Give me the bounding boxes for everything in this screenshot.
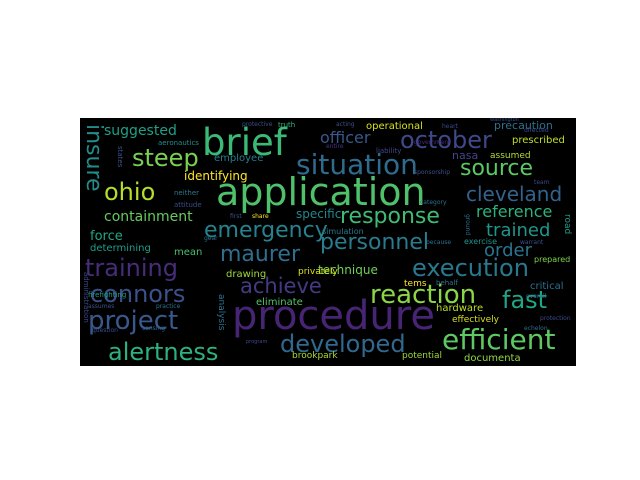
word-sponsorship: sponsorship [414, 169, 451, 176]
word-protective: protective [242, 121, 273, 128]
word-simulation: simulation [322, 227, 364, 236]
word-eliminate: eliminate [256, 297, 303, 308]
word-prescribed: prescribed [512, 135, 565, 146]
word-firefighting: firefighting [88, 291, 127, 299]
word-question: question [92, 327, 118, 334]
word-analysis: analysis [216, 294, 226, 331]
word-directed: directed [524, 127, 549, 134]
word-connors: connors [90, 280, 186, 308]
word-procedure: procedure [232, 293, 435, 339]
word-gear: gear [204, 235, 218, 242]
word-assumes: assumes [88, 303, 115, 310]
word-order: order [484, 240, 532, 261]
word-trained: trained [486, 220, 551, 241]
word-response: response [340, 204, 440, 229]
word-october: october [400, 126, 492, 154]
word-team: team [534, 179, 550, 186]
word-potential: potential [402, 351, 443, 361]
word-aeronautics: aeronautics [158, 139, 199, 147]
word-ohio: ohio [104, 178, 156, 206]
word-first: first [230, 213, 242, 220]
word-officer: officer [320, 128, 371, 147]
word-maurer: maurer [220, 242, 300, 267]
word-alertness: alertness [108, 338, 219, 366]
word-cloud: application procedure brief situation so… [80, 118, 576, 366]
word-documenta: documenta [464, 353, 521, 364]
word-echelon: echelon [524, 325, 548, 332]
word-washington: washington [490, 118, 519, 123]
word-warrant: warrant [520, 239, 544, 246]
word-execution: execution [412, 254, 529, 282]
word-training: training [85, 254, 178, 282]
word-government: government [414, 139, 451, 146]
word-tems: tems [404, 279, 427, 289]
word-acting: acting [336, 121, 355, 128]
word-exercise: exercise [464, 237, 498, 246]
word-neither: neither [174, 189, 200, 197]
word-application: application [216, 170, 426, 214]
word-suggested: suggested [104, 123, 177, 139]
word-entire: entire [326, 143, 344, 150]
word-steep: steep [132, 144, 199, 172]
word-effectively: effectively [452, 315, 499, 325]
word-administration: administration [82, 272, 90, 323]
word-containment: containment [104, 209, 193, 225]
word-critical: critical [530, 281, 564, 292]
word-achieve: achieve [240, 274, 322, 298]
word-drawing: drawing [226, 269, 267, 280]
word-protection: protection [540, 315, 571, 322]
word-source: source [460, 156, 534, 181]
word-attitude: attitude [174, 201, 202, 209]
word-sensing: sensing [142, 325, 166, 332]
word-mean: mean [174, 247, 203, 258]
word-identifying: identifying [184, 169, 248, 183]
word-personnel: personnel [320, 230, 430, 255]
word-fast: fast [502, 286, 548, 314]
word-road: road [562, 214, 572, 235]
word-assumed: assumed [490, 151, 531, 161]
word-practice: practice [156, 303, 181, 310]
word-program: program [246, 339, 268, 345]
word-situation: situation [296, 148, 418, 181]
word-behalf: behalf [436, 279, 458, 287]
word-project: project [88, 306, 179, 336]
word-ground: ground [464, 214, 471, 236]
word-hardware: hardware [436, 303, 484, 314]
word-liability: liability [376, 147, 402, 155]
word-specific: specific [296, 207, 342, 221]
word-operational: operational [366, 121, 423, 132]
word-prepared: prepared [534, 255, 571, 264]
word-overall: overall [526, 293, 547, 300]
word-emergency: emergency [204, 218, 328, 243]
word-heart: heart [442, 123, 458, 130]
word-insure: insure [81, 124, 106, 192]
word-precaution: precaution [494, 119, 553, 132]
word-because: because [426, 239, 452, 246]
word-employee: employee [214, 153, 264, 164]
word-reaction: reaction [370, 280, 477, 310]
word-cleveland: cleveland [466, 182, 563, 206]
word-share: share [252, 213, 269, 220]
word-nasa: nasa [452, 149, 479, 162]
word-reference: reference [476, 202, 553, 221]
word-brief: brief [202, 121, 287, 164]
word-force: force [90, 229, 123, 244]
word-developed: developed [280, 330, 406, 358]
word-category: category [420, 199, 447, 206]
word-technique: technique [318, 263, 378, 277]
word-privately: privately [298, 267, 338, 277]
word-efficient: efficient [442, 323, 556, 356]
word-truth: truth [278, 121, 296, 129]
word-states: states [116, 146, 124, 168]
word-brookpark: brookpark [292, 351, 338, 361]
word-determining: determining [90, 243, 151, 254]
